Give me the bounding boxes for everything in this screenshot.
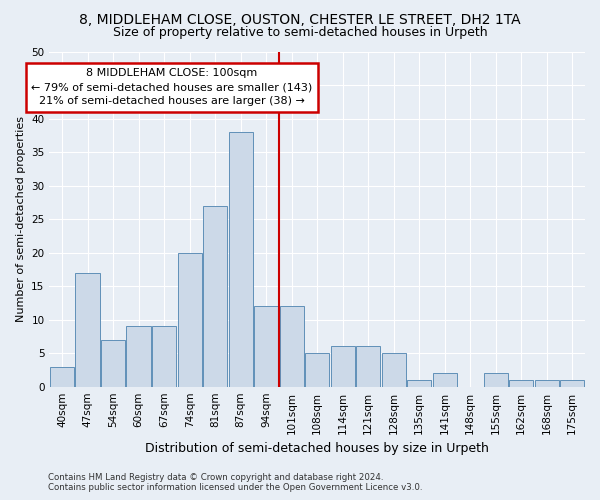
Bar <box>229 132 253 386</box>
Bar <box>560 380 584 386</box>
Text: 8 MIDDLEHAM CLOSE: 100sqm
← 79% of semi-detached houses are smaller (143)
21% of: 8 MIDDLEHAM CLOSE: 100sqm ← 79% of semi-… <box>31 68 313 106</box>
Text: Contains HM Land Registry data © Crown copyright and database right 2024.
Contai: Contains HM Land Registry data © Crown c… <box>48 473 422 492</box>
Text: Size of property relative to semi-detached houses in Urpeth: Size of property relative to semi-detach… <box>113 26 487 39</box>
Bar <box>76 272 100 386</box>
Bar <box>407 380 431 386</box>
Bar <box>356 346 380 387</box>
Bar <box>433 374 457 386</box>
Bar <box>178 252 202 386</box>
Bar <box>305 353 329 386</box>
Y-axis label: Number of semi-detached properties: Number of semi-detached properties <box>16 116 26 322</box>
Bar <box>280 306 304 386</box>
Bar <box>382 353 406 386</box>
Bar <box>331 346 355 387</box>
Text: 8, MIDDLEHAM CLOSE, OUSTON, CHESTER LE STREET, DH2 1TA: 8, MIDDLEHAM CLOSE, OUSTON, CHESTER LE S… <box>79 12 521 26</box>
Bar <box>254 306 278 386</box>
Bar <box>50 366 74 386</box>
Bar <box>203 206 227 386</box>
Bar <box>509 380 533 386</box>
Bar <box>127 326 151 386</box>
Bar <box>152 326 176 386</box>
Bar <box>101 340 125 386</box>
Bar <box>484 374 508 386</box>
Bar <box>535 380 559 386</box>
X-axis label: Distribution of semi-detached houses by size in Urpeth: Distribution of semi-detached houses by … <box>145 442 489 455</box>
